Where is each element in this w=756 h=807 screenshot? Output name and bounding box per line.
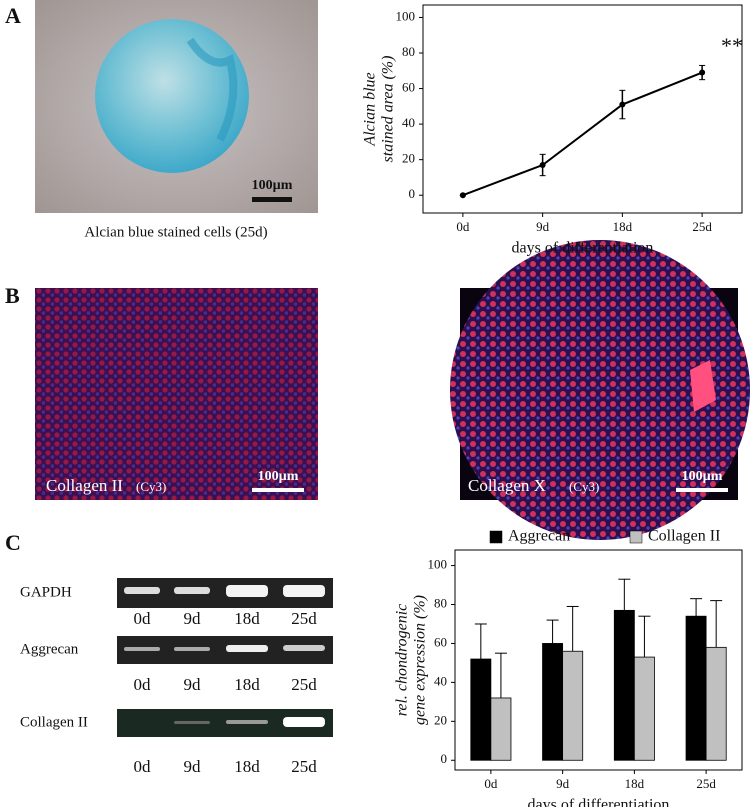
lane-label: 0d [134,675,152,694]
lane-label: 25d [291,675,317,694]
image-label: Collagen X [468,476,546,495]
bar [562,650,584,761]
gel [117,578,333,737]
lane-label: 9d [184,609,202,628]
y-axis-label: Alcian blue [362,72,379,146]
panel-label: C [5,530,21,555]
y-tick-label: 20 [434,712,447,727]
bar [490,697,512,761]
point [459,192,466,199]
y-tick-label: 100 [396,8,416,23]
legend-label: Collagen II [648,528,720,545]
image-label: Collagen II [46,476,123,495]
y-tick-label: 20 [402,151,415,166]
y-tick-label: 60 [402,80,415,95]
x-tick-label: 18d [613,219,633,234]
point [539,162,546,168]
point [619,101,626,108]
lane-label: 18d [234,675,260,694]
x-axis-label: days of differentiation [512,240,654,257]
y-tick-label: 0 [441,751,448,766]
image-stain: (Cy3) [569,479,599,494]
y-tick-label: 100 [428,557,448,572]
fluorescence-image [35,288,318,500]
fluorescence-image [450,240,750,540]
y-tick-label: 40 [402,115,415,130]
x-tick-label: 25d [692,219,712,234]
y-axis-label: rel. chondrogenic [394,604,411,717]
lane-label: 18d [234,757,260,776]
image-stain: (Cy3) [136,479,166,494]
line [462,71,703,197]
x-axis-label: days of differentiation [528,797,670,807]
y-axis-label: gene expression (%) [412,595,429,725]
y-tick-label: 80 [402,44,415,59]
gene-label: Aggrecan [20,641,79,657]
scale-bar-label: 100µm [258,469,299,484]
gene-label: Collagen II [20,714,88,730]
lane-label: 18d [234,609,260,628]
lane-label: 9d [184,757,202,776]
y-axis-label: stained area (%) [380,56,397,163]
x-tick-label: 9d [556,776,570,791]
bar [542,643,564,761]
bar [705,646,727,761]
plot-frame [422,4,743,214]
x-tick-label: 18d [625,776,645,791]
bar [633,656,655,761]
lane-label: 9d [184,675,202,694]
alcian-image [35,0,318,213]
y-tick-label: 40 [434,673,447,688]
lane-label: 0d [134,757,152,776]
scale-bar-label: 100µm [252,178,293,193]
bar [613,609,635,761]
lane-label: 25d [291,757,317,776]
y-tick-label: 0 [409,186,416,201]
y-tick-label: 80 [434,595,447,610]
legend-swatch [489,530,503,544]
point [699,69,706,76]
panel-label: B [5,283,20,308]
plot-frame [454,549,743,771]
legend-label: Aggrecan [508,528,570,545]
y-tick-label: 60 [434,634,447,649]
x-tick-label: 25d [696,776,716,791]
lane-label: 25d [291,609,317,628]
bar [685,615,707,761]
gene-label: GAPDH [20,584,72,600]
x-tick-label: 0d [456,219,470,234]
bar [470,658,492,761]
panel-label: A [5,3,21,28]
legend-swatch [629,530,643,544]
scale-bar-label: 100µm [682,469,723,484]
image-caption: Alcian blue stained cells (25d) [84,224,267,240]
annotation: ** [721,33,743,58]
x-tick-label: 0d [484,776,498,791]
x-tick-label: 9d [536,219,550,234]
lane-label: 0d [134,609,152,628]
